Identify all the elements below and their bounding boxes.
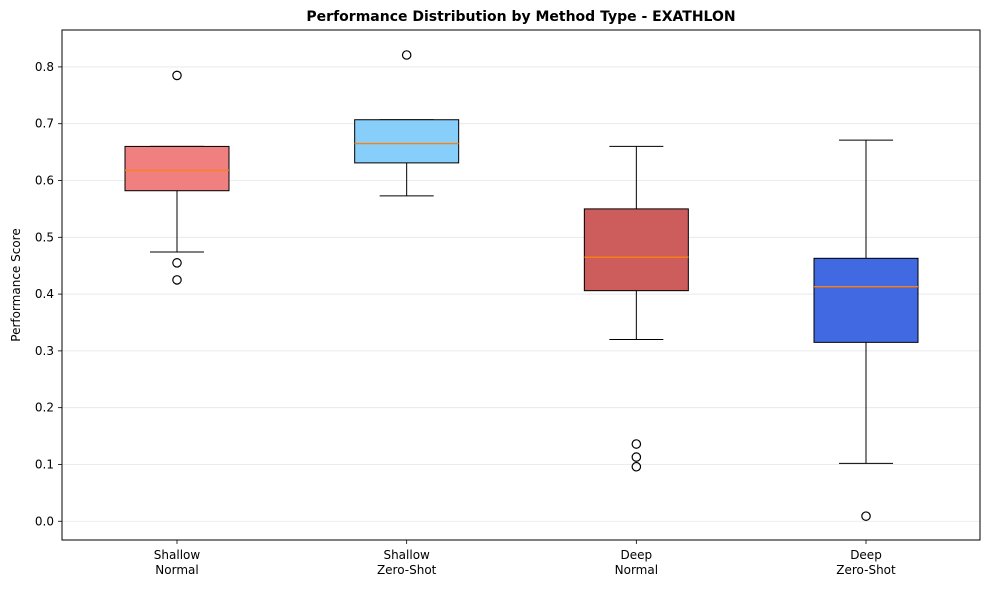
y-tick-label: 0.7 xyxy=(35,117,54,131)
x-tick-label-line: Deep xyxy=(621,548,653,562)
outlier-point xyxy=(631,452,642,462)
x-tick-label: Deep Zero-Shot xyxy=(836,548,896,577)
outlier-point xyxy=(172,258,182,268)
x-tick-label: Shallow Normal xyxy=(154,548,201,577)
x-tick-label: Deep Normal xyxy=(615,548,658,577)
box-body xyxy=(583,208,689,292)
x-tick-label-line: Shallow xyxy=(383,548,430,562)
y-tick-label: 0.1 xyxy=(35,457,54,471)
x-tick-label-line: Shallow xyxy=(154,548,201,562)
y-tick-label: 0.0 xyxy=(35,514,54,528)
x-tick-label-line: Normal xyxy=(155,563,198,577)
box-group xyxy=(354,50,460,197)
outlier-point xyxy=(861,511,871,521)
y-tick-label: 0.2 xyxy=(35,401,54,415)
outlier-point xyxy=(401,50,412,60)
box-body xyxy=(354,119,460,164)
y-tick-label: 0.6 xyxy=(35,174,54,188)
outlier-point xyxy=(631,461,642,472)
box-body xyxy=(813,257,919,343)
box-group xyxy=(583,145,689,472)
box-group xyxy=(124,70,230,285)
x-tick-label-line: Zero-Shot xyxy=(377,563,437,577)
y-tick-label: 0.5 xyxy=(35,230,54,244)
x-tick-label: Shallow Zero-Shot xyxy=(377,548,437,577)
box-layer xyxy=(124,50,919,521)
x-tick-label-line: Deep xyxy=(850,548,882,562)
y-tick-label: 0.3 xyxy=(35,344,54,358)
y-axis-label: Performance Score xyxy=(9,228,23,341)
y-tick-label: 0.4 xyxy=(35,287,54,301)
outlier-point xyxy=(631,439,642,449)
box-group xyxy=(813,139,919,521)
x-tick-label-line: Normal xyxy=(615,563,658,577)
outlier-point xyxy=(172,275,182,285)
y-tick-label: 0.8 xyxy=(35,60,54,74)
box-body xyxy=(124,145,230,192)
x-tick-label-line: Zero-Shot xyxy=(836,563,896,577)
outlier-point xyxy=(172,70,182,81)
plot-frame xyxy=(61,29,981,541)
chart-title: Performance Distribution by Method Type … xyxy=(306,9,735,25)
